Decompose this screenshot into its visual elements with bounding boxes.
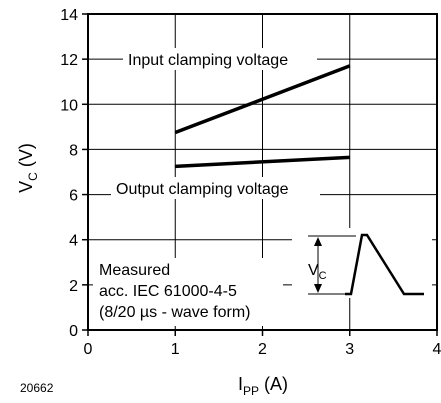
axis-ticks bbox=[82, 13, 438, 336]
inset-arrow-down-icon bbox=[314, 284, 322, 293]
y-tick-label: 0 bbox=[69, 323, 78, 340]
inset-arrow-up-icon bbox=[314, 237, 322, 246]
x-tick-label: 1 bbox=[171, 341, 180, 358]
y-tick-label: 10 bbox=[60, 97, 78, 114]
x-axis-label: IPP (A) bbox=[238, 374, 288, 398]
y-tick-label: 12 bbox=[60, 52, 78, 69]
y-tick-label: 4 bbox=[69, 233, 78, 250]
x-axis-label-main: I bbox=[238, 374, 243, 394]
x-tick-label: 4 bbox=[433, 341, 441, 358]
measurement-note-background bbox=[93, 258, 283, 326]
y-tick-label: 14 bbox=[60, 7, 78, 24]
measurement-note-line-2: acc. IEC 61000-4-5 bbox=[99, 283, 237, 300]
series-lines bbox=[174, 64, 351, 169]
series-line-input-clamping-voltage bbox=[174, 64, 351, 135]
y-tick-label: 2 bbox=[69, 278, 78, 295]
x-tick-label: 0 bbox=[84, 341, 93, 358]
y-axis-label: VC (V) bbox=[16, 143, 40, 193]
series-label-input-clamping-voltage: Input clamping voltage bbox=[128, 52, 288, 69]
input-label-background bbox=[123, 48, 317, 70]
y-axis-label-sub: C bbox=[26, 172, 40, 181]
inset-waveform bbox=[345, 233, 424, 296]
x-tick-label: 2 bbox=[258, 341, 267, 358]
y-axis-label-main: V bbox=[16, 181, 36, 193]
x-axis-label-sub: PP bbox=[243, 384, 259, 398]
waveform-inset: VC bbox=[308, 233, 424, 296]
figure-id: 20662 bbox=[20, 381, 54, 395]
y-axis-label-unit: (V) bbox=[16, 143, 36, 172]
output-label-background bbox=[111, 177, 320, 199]
series-label-output-clamping-voltage: Output clamping voltage bbox=[116, 181, 289, 198]
y-tick-label: 6 bbox=[69, 188, 78, 205]
inset-vc-main: V bbox=[308, 262, 319, 279]
inset-vc-label: VC bbox=[308, 262, 327, 282]
inset-vc-sub: C bbox=[319, 270, 327, 282]
measurement-note: Measured acc. IEC 61000-4-5 (8/20 µs - w… bbox=[99, 262, 250, 321]
y-tick-label: 8 bbox=[69, 142, 78, 159]
series-line-output-clamping-voltage bbox=[175, 155, 350, 169]
x-tick-label: 3 bbox=[345, 341, 354, 358]
measurement-note-line-1: Measured bbox=[99, 262, 170, 279]
x-axis-label-unit: (A) bbox=[259, 374, 288, 394]
measurement-note-line-3: (8/20 µs - wave form) bbox=[99, 304, 250, 321]
